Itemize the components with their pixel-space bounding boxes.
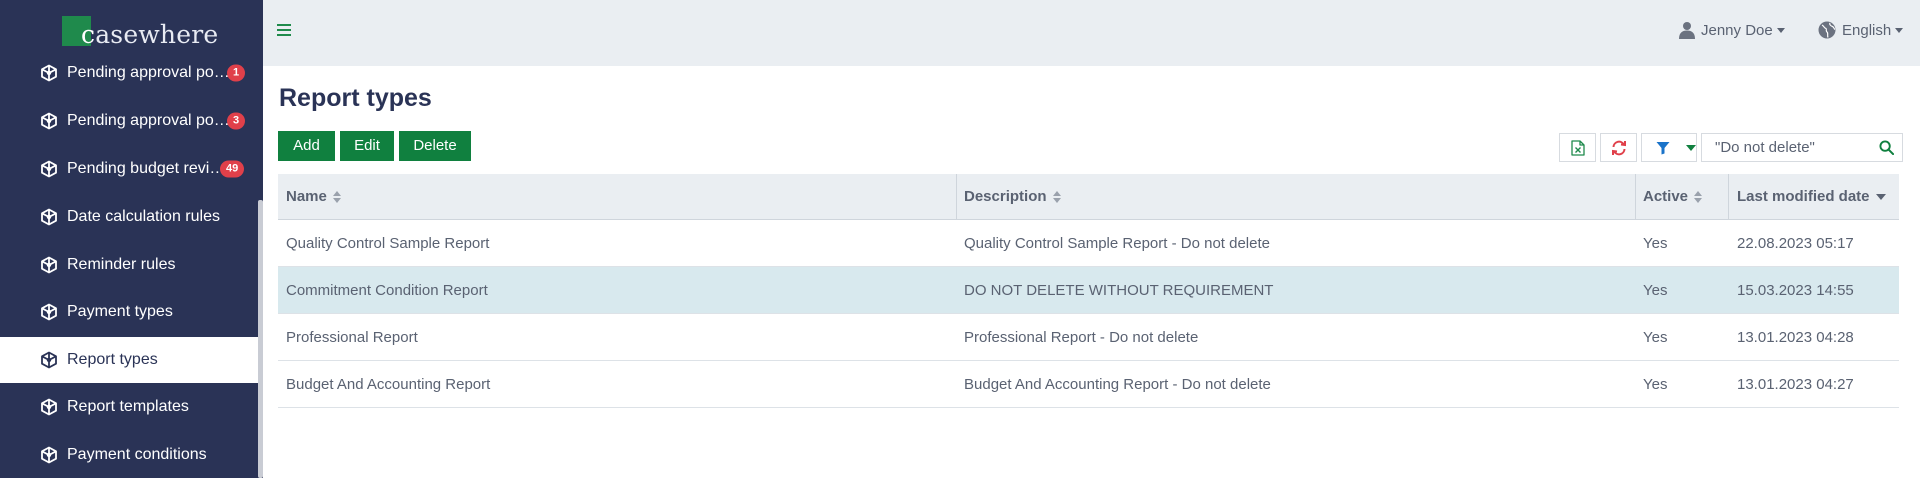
- user-menu[interactable]: Jenny Doe: [1679, 21, 1785, 39]
- logo-first-letter: c: [81, 20, 96, 49]
- table-header: Name Description Active Last modified da…: [278, 174, 1899, 220]
- chevron-down-icon: [1895, 27, 1904, 33]
- sidebar-item-payment-types[interactable]: Payment types: [0, 289, 258, 335]
- cell-name: Commitment Condition Report: [286, 282, 488, 299]
- sort-icon: [332, 191, 341, 204]
- sidebar-scrollbar-thumb[interactable]: [258, 200, 263, 478]
- count-badge: 49: [220, 160, 245, 178]
- column-header-name[interactable]: Name: [278, 174, 956, 220]
- cube-icon: [41, 351, 57, 369]
- cell-description: DO NOT DELETE WITHOUT REQUIREMENT: [964, 282, 1274, 299]
- language-menu[interactable]: English: [1818, 21, 1904, 39]
- search-box: [1701, 133, 1903, 162]
- table-row[interactable]: Commitment Condition Report DO NOT DELET…: [278, 267, 1899, 314]
- cell-active: Yes: [1643, 329, 1668, 346]
- table-row[interactable]: Budget And Accounting Report Budget And …: [278, 361, 1899, 408]
- sort-icon: [1694, 191, 1703, 204]
- sidebar-item-label: Payment types: [67, 303, 173, 320]
- chevron-down-icon: [1776, 27, 1785, 33]
- cell-name: Professional Report: [286, 329, 418, 346]
- sidebar-item-payment-conditions[interactable]: Payment conditions: [0, 432, 258, 478]
- cell-description: Budget And Accounting Report - Do not de…: [964, 376, 1271, 393]
- cube-icon: [41, 398, 57, 416]
- sidebar-item-label: Report templates: [67, 398, 189, 415]
- logo-square: [62, 16, 91, 46]
- table-row[interactable]: Professional Report Professional Report …: [278, 314, 1899, 361]
- cube-icon: [41, 208, 57, 226]
- filter-icon: [1656, 141, 1670, 154]
- sidebar-item-pending-budget[interactable]: Pending budget revi… 49: [0, 146, 258, 192]
- count-badge: 1: [227, 64, 246, 82]
- cube-icon: [41, 160, 57, 178]
- cube-icon: [41, 446, 57, 464]
- cell-name: Quality Control Sample Report: [286, 235, 490, 252]
- sidebar-item-report-templates[interactable]: Report templates: [0, 384, 258, 430]
- filter-dropdown-icon[interactable]: [1686, 145, 1696, 151]
- excel-file-icon: [1570, 139, 1585, 156]
- sort-desc-icon: [1875, 194, 1886, 201]
- user-icon: [1679, 22, 1695, 39]
- column-header-active[interactable]: Active: [1635, 174, 1728, 220]
- top-bar: Jenny Doe English: [263, 0, 1920, 66]
- sidebar-item-label: Report types: [67, 351, 158, 368]
- globe-icon: [1818, 21, 1836, 39]
- sidebar-item-label: Payment conditions: [67, 446, 207, 463]
- table-row[interactable]: Quality Control Sample Report Quality Co…: [278, 220, 1899, 267]
- count-badge: 3: [227, 112, 246, 130]
- cube-icon: [41, 64, 57, 82]
- delete-button[interactable]: Delete: [399, 131, 471, 161]
- cell-description: Professional Report - Do not delete: [964, 329, 1199, 346]
- sidebar-item-pending-approval-1[interactable]: Pending approval po… 1: [0, 50, 258, 96]
- user-name: Jenny Doe: [1701, 21, 1773, 39]
- search-icon[interactable]: [1879, 140, 1894, 155]
- cell-active: Yes: [1643, 282, 1668, 299]
- cell-last-modified: 15.03.2023 14:55: [1737, 282, 1854, 299]
- add-button[interactable]: Add: [278, 131, 335, 161]
- sidebar-item-pending-approval-2[interactable]: Pending approval po… 3: [0, 98, 258, 144]
- sidebar-item-label: Reminder rules: [67, 256, 176, 273]
- cell-description: Quality Control Sample Report - Do not d…: [964, 235, 1270, 252]
- cell-active: Yes: [1643, 235, 1668, 252]
- page-title: Report types: [279, 84, 432, 112]
- cube-icon: [41, 256, 57, 274]
- sidebar-item-label: Date calculation rules: [67, 208, 220, 225]
- filter-button[interactable]: [1641, 133, 1697, 162]
- report-types-table: Name Description Active Last modified da…: [278, 174, 1899, 408]
- cell-last-modified: 13.01.2023 04:27: [1737, 376, 1854, 393]
- refresh-icon: [1611, 140, 1626, 155]
- cell-last-modified: 22.08.2023 05:17: [1737, 235, 1854, 252]
- casewhere-logo[interactable]: casewhere: [62, 16, 218, 50]
- sidebar-item-report-types[interactable]: Report types: [0, 337, 258, 383]
- cube-icon: [41, 303, 57, 321]
- search-input[interactable]: [1702, 134, 1874, 161]
- sidebar-item-label: Pending approval po…: [67, 112, 230, 129]
- cell-active: Yes: [1643, 376, 1668, 393]
- sidebar: casewhere Pending approval po… 1 Pending…: [0, 0, 263, 478]
- cube-icon: [41, 112, 57, 130]
- cell-last-modified: 13.01.2023 04:28: [1737, 329, 1854, 346]
- column-header-last-modified-date[interactable]: Last modified date: [1729, 174, 1899, 220]
- sidebar-item-date-calculation-rules[interactable]: Date calculation rules: [0, 194, 258, 240]
- column-header-description[interactable]: Description: [956, 174, 1634, 220]
- sort-icon: [1052, 191, 1061, 204]
- refresh-button[interactable]: [1600, 133, 1637, 162]
- language-label: English: [1842, 21, 1892, 39]
- logo-rest: asewhere: [95, 20, 219, 49]
- hamburger-menu-icon[interactable]: [277, 24, 291, 36]
- export-excel-button[interactable]: [1559, 133, 1596, 162]
- cell-name: Budget And Accounting Report: [286, 376, 491, 393]
- sidebar-item-label: Pending approval po…: [67, 64, 230, 81]
- sidebar-item-reminder-rules[interactable]: Reminder rules: [0, 242, 258, 288]
- sidebar-item-label: Pending budget revi…: [67, 160, 226, 177]
- edit-button[interactable]: Edit: [340, 131, 394, 161]
